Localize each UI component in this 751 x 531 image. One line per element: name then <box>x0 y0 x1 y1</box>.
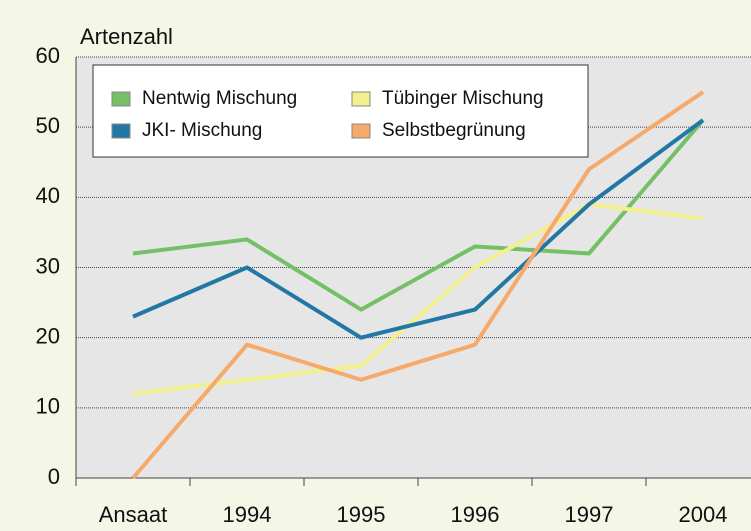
x-tick-label: Ansaat <box>99 502 168 527</box>
legend: Nentwig Mischung Tübinger Mischung JKI- Mi… <box>92 64 589 158</box>
legend-label: JKI- Mischung <box>142 120 262 141</box>
y-tick-label: 50 <box>36 113 60 138</box>
y-tick-label: 30 <box>36 253 60 278</box>
x-tick-label: 1996 <box>451 502 500 527</box>
legend-label: Selbstbegrünung <box>382 120 526 141</box>
legend-swatch <box>351 91 371 107</box>
legend-swatch <box>351 123 371 139</box>
legend-label: Tübinger Mischung <box>382 88 544 109</box>
x-tick-label: 1994 <box>223 502 272 527</box>
y-tick-label: 40 <box>36 183 60 208</box>
x-tick-label: 1997 <box>565 502 614 527</box>
legend-label: Nentwig Mischung <box>142 88 297 109</box>
series-line <box>131 90 705 480</box>
legend-swatch <box>111 123 131 139</box>
x-tick-label: 1995 <box>337 502 386 527</box>
series-line <box>132 202 704 396</box>
y-axis-label: Artenzahl <box>80 24 173 49</box>
y-tick-label: 10 <box>36 394 60 419</box>
y-tick-label: 20 <box>36 323 60 348</box>
legend-box <box>92 64 589 158</box>
x-tick-label: 2004 <box>679 502 728 527</box>
y-tick-label: 0 <box>48 464 60 489</box>
series-line <box>132 118 705 340</box>
y-tick-label: 60 <box>36 43 60 68</box>
legend-swatch <box>111 91 131 107</box>
series-line <box>132 118 705 312</box>
